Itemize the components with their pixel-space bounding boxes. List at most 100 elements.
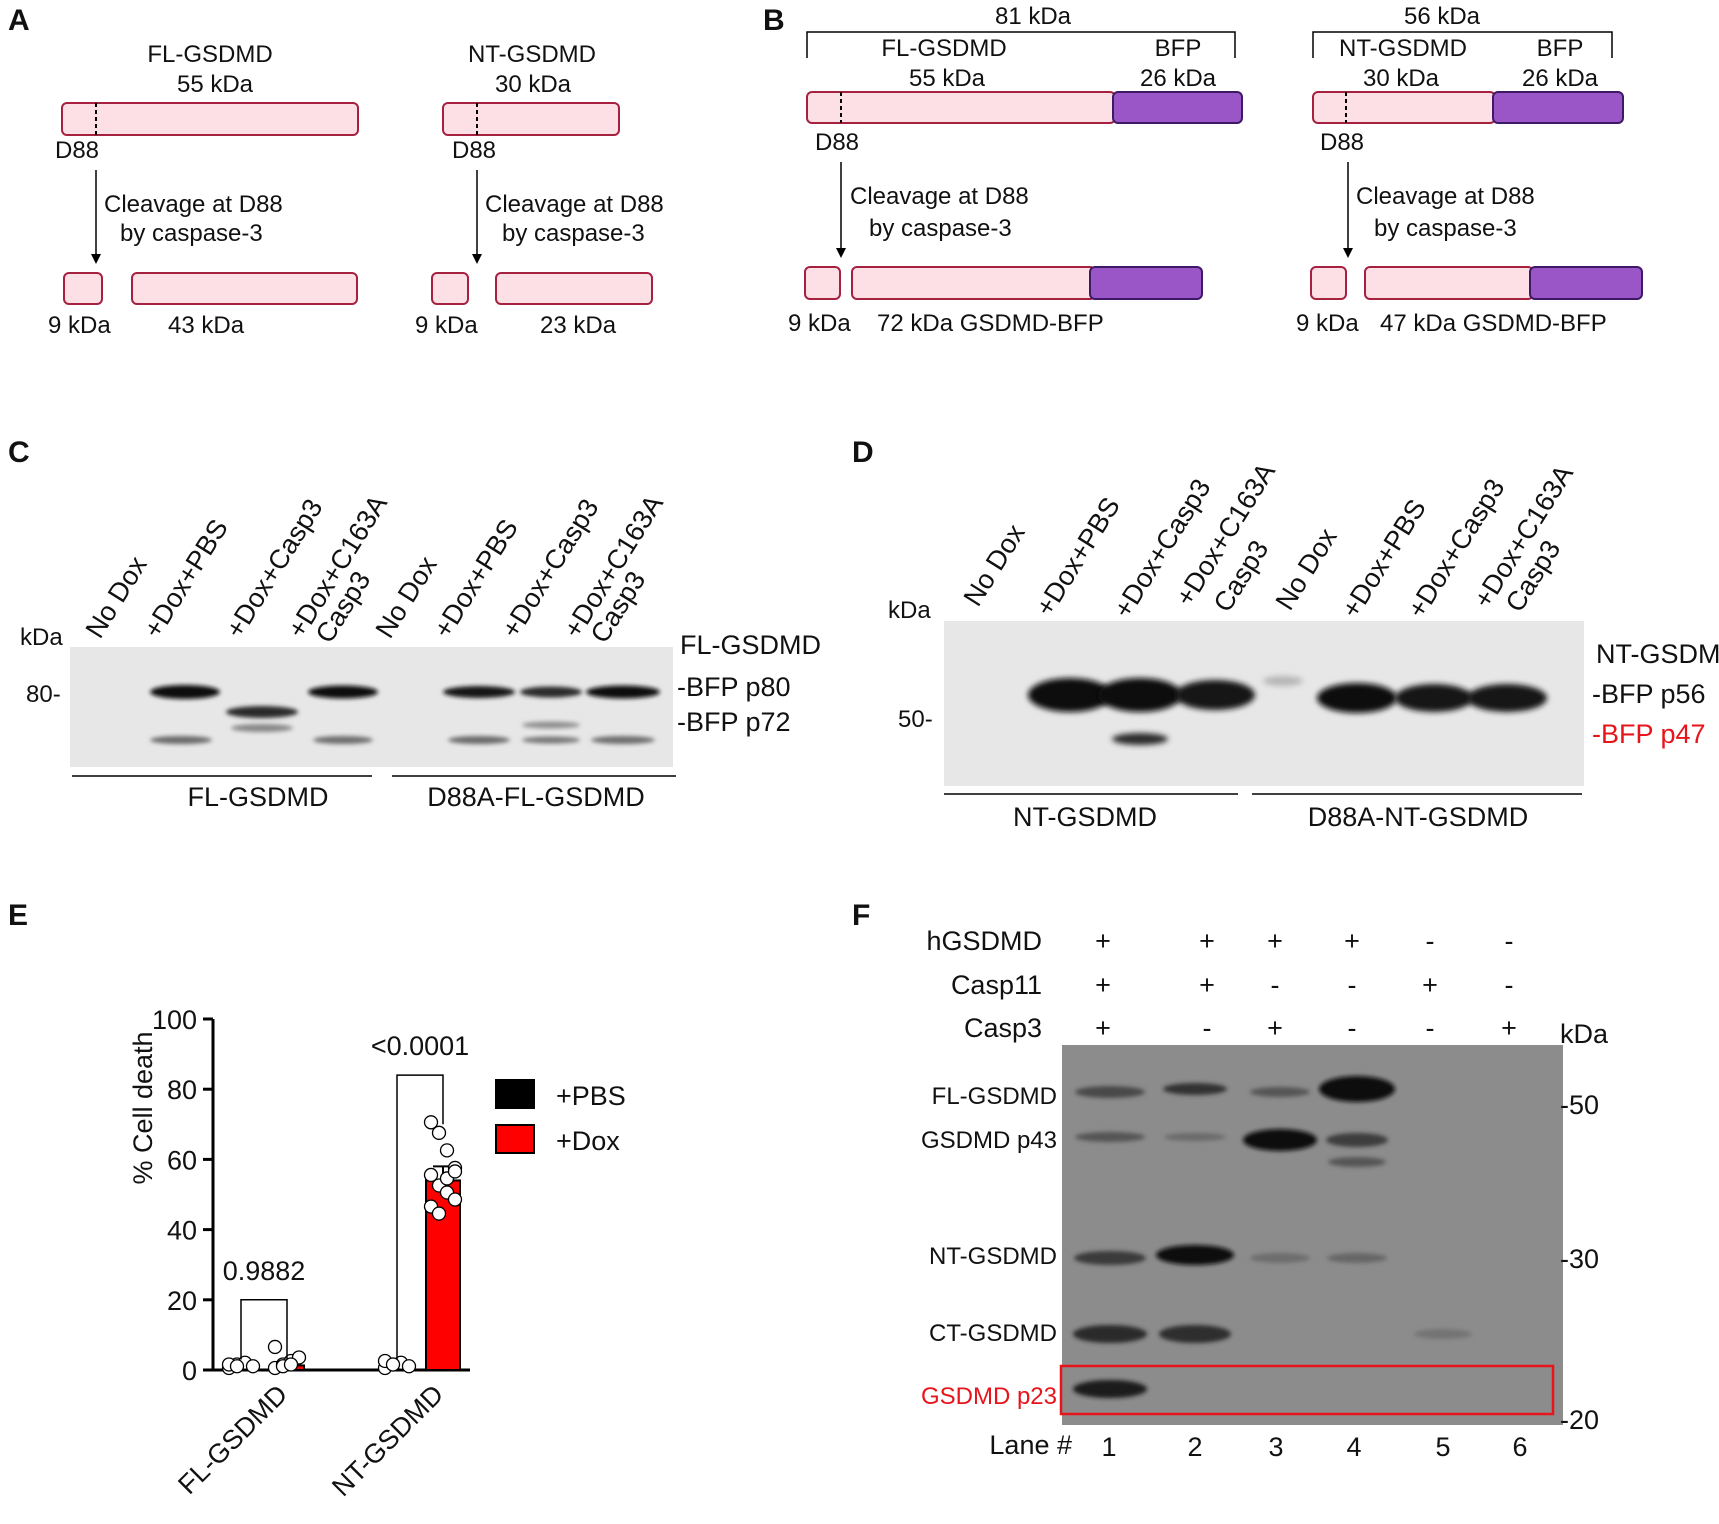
kda-label: kDa: [1560, 1019, 1609, 1049]
panel-e: E % Cell death 0 20 40 60 80 100 FL-GSDMD 0.988…: [8, 899, 626, 1502]
panel-d: D No Dox+Dox+PBS+Dox+Casp3+Dox+C163ACasp…: [852, 436, 1719, 832]
blot-band: [1317, 683, 1397, 713]
fl-gsdmd-bar: [61, 102, 359, 136]
bracket: [806, 31, 1236, 58]
fragment-9kda: [63, 272, 103, 305]
gel-band: [1319, 1076, 1395, 1102]
blot-band: [226, 706, 298, 718]
y-tick-label: 80: [167, 1075, 197, 1105]
kda-label: kDa: [20, 624, 63, 651]
y-tick-label: 100: [152, 1005, 197, 1035]
lane-number-label: Lane #: [989, 1430, 1072, 1460]
lane-number: 2: [1187, 1432, 1202, 1462]
lane-label: No Dox: [1270, 523, 1343, 616]
data-point: [229, 1359, 245, 1374]
data-point: [267, 1339, 283, 1355]
cleavage-text-1: Cleavage at D88: [850, 183, 1029, 210]
blot-band: [522, 721, 580, 729]
fl-name: FL-GSDMD: [881, 35, 1006, 62]
gel-f-bands: [1073, 1076, 1472, 1398]
blot-band: [1263, 676, 1303, 686]
gel-band: [1159, 1325, 1231, 1343]
blot-band: [1112, 733, 1168, 745]
fragment-9kda: [804, 266, 841, 300]
band-label-fl: FL-GSDMD: [932, 1083, 1057, 1110]
marker-20: -20: [1560, 1405, 1599, 1435]
band-label-p43: GSDMD p43: [921, 1127, 1057, 1154]
blot-band: [522, 736, 580, 744]
gel-band: [1163, 1083, 1227, 1095]
kda-label: kDa: [888, 597, 931, 624]
right-label-1: FL-GSDMD: [680, 630, 821, 660]
blot-c-bands: [150, 685, 660, 744]
data-point: [431, 1125, 447, 1140]
treatment-sign: -: [1505, 970, 1514, 1000]
right-label-2: -BFP p56: [1592, 679, 1706, 709]
gel-band: [1326, 1133, 1388, 1147]
bar-chart: 0 20 40 60 80 100 FL-GSDMD 0.9882 NT-GSDMD <0.000…: [152, 1005, 626, 1502]
panel-a-label: A: [8, 4, 30, 37]
frag-small-label: 9 kDa: [1296, 310, 1359, 337]
panel-c: C No Dox+Dox+PBS+Dox+Casp3+Dox+C163ACasp…: [8, 436, 821, 812]
treatment-sign: -: [1271, 970, 1280, 1000]
y-axis-label: % Cell death: [128, 1031, 158, 1184]
lane-number: 1: [1101, 1432, 1116, 1462]
panel-c-label: C: [8, 436, 30, 469]
fl-gsdmd-bar: [806, 91, 1116, 124]
panel-a: A FL-GSDMD 55 kDa D88 Cleavage at D88 by…: [8, 4, 664, 339]
treatment-sign: +: [1199, 926, 1215, 956]
data-point: [245, 1359, 261, 1374]
p23-highlight-box: [1059, 1364, 1555, 1416]
treatment-sign: -: [1426, 926, 1435, 956]
treatment-table: hGSDMD + + + + - - Casp11 + + - - + - Casp3 + - + - - +: [926, 926, 1516, 1043]
data-point: [423, 1115, 439, 1130]
significance-bracket: [240, 1299, 288, 1360]
fragment-9kda: [1310, 266, 1347, 300]
y-tick-label: 0: [182, 1356, 197, 1386]
gel-band: [1075, 1086, 1145, 1098]
nt-total-mass: 56 kDa: [1404, 3, 1481, 30]
blot-band: [443, 686, 515, 698]
fragment-9kda: [431, 272, 469, 305]
panel-e-label: E: [8, 899, 28, 932]
p-value: <0.0001: [371, 1031, 469, 1061]
lane-label: +Dox+PBS: [138, 514, 234, 643]
frag-large-label: 72 kDa GSDMD-BFP: [877, 310, 1104, 337]
bfp-mass: 26 kDa: [1522, 65, 1599, 92]
blot-band: [1467, 684, 1547, 712]
blot-band: [150, 685, 220, 699]
panel-f: F hGSDMD + + + + - - Casp11 + + - - + - Casp3 + - + - - + kD…: [852, 899, 1609, 1462]
data-point: [423, 1167, 439, 1183]
nt-gsdmd-name: NT-GSDMD: [468, 41, 596, 68]
treatment-sign: +: [1501, 1013, 1517, 1043]
category-label: FL-GSDMD: [172, 1379, 293, 1500]
blot-band: [308, 685, 378, 699]
band-label-p23-highlight: GSDMD p23: [921, 1383, 1057, 1410]
right-label-1: NT-GSDMD: [1596, 639, 1719, 669]
lane-number: 5: [1435, 1432, 1450, 1462]
bfp-mass: 26 kDa: [1140, 65, 1217, 92]
cleavage-text-2: by caspase-3: [502, 220, 645, 247]
treatment-sign: +: [1267, 926, 1283, 956]
gel-band: [1073, 1325, 1147, 1343]
bfp-fragment: [1089, 266, 1203, 300]
category-label: NT-GSDMD: [326, 1379, 449, 1502]
blot-band: [591, 736, 655, 744]
nt-gsdmd-bar: [442, 102, 620, 136]
cleavage-text-1: Cleavage at D88: [1356, 183, 1535, 210]
blot-band: [231, 724, 293, 732]
bfp-tag: BFP: [1155, 35, 1202, 62]
gel-band: [1250, 1087, 1310, 1097]
panel-d-label: D: [852, 436, 874, 469]
nt-gsdmd-bar: [1312, 91, 1496, 124]
bfp-bar: [1112, 91, 1243, 124]
lane-labels: No Dox+Dox+PBS+Dox+Casp3+Dox+C163ACasp3N…: [80, 490, 669, 648]
treatment-sign: +: [1095, 1013, 1111, 1043]
lane-labels: No Dox+Dox+PBS+Dox+Casp3+Dox+C163ACasp3N…: [958, 458, 1579, 623]
frag-small-label: 9 kDa: [415, 312, 478, 339]
treatment-sign: -: [1203, 1013, 1212, 1043]
fl-gsdmd-mass: 55 kDa: [177, 71, 254, 98]
frag-large-label: 43 kDa: [168, 312, 245, 339]
fragment-23kda: [495, 272, 653, 305]
treatment-row-label: Casp3: [964, 1013, 1042, 1043]
